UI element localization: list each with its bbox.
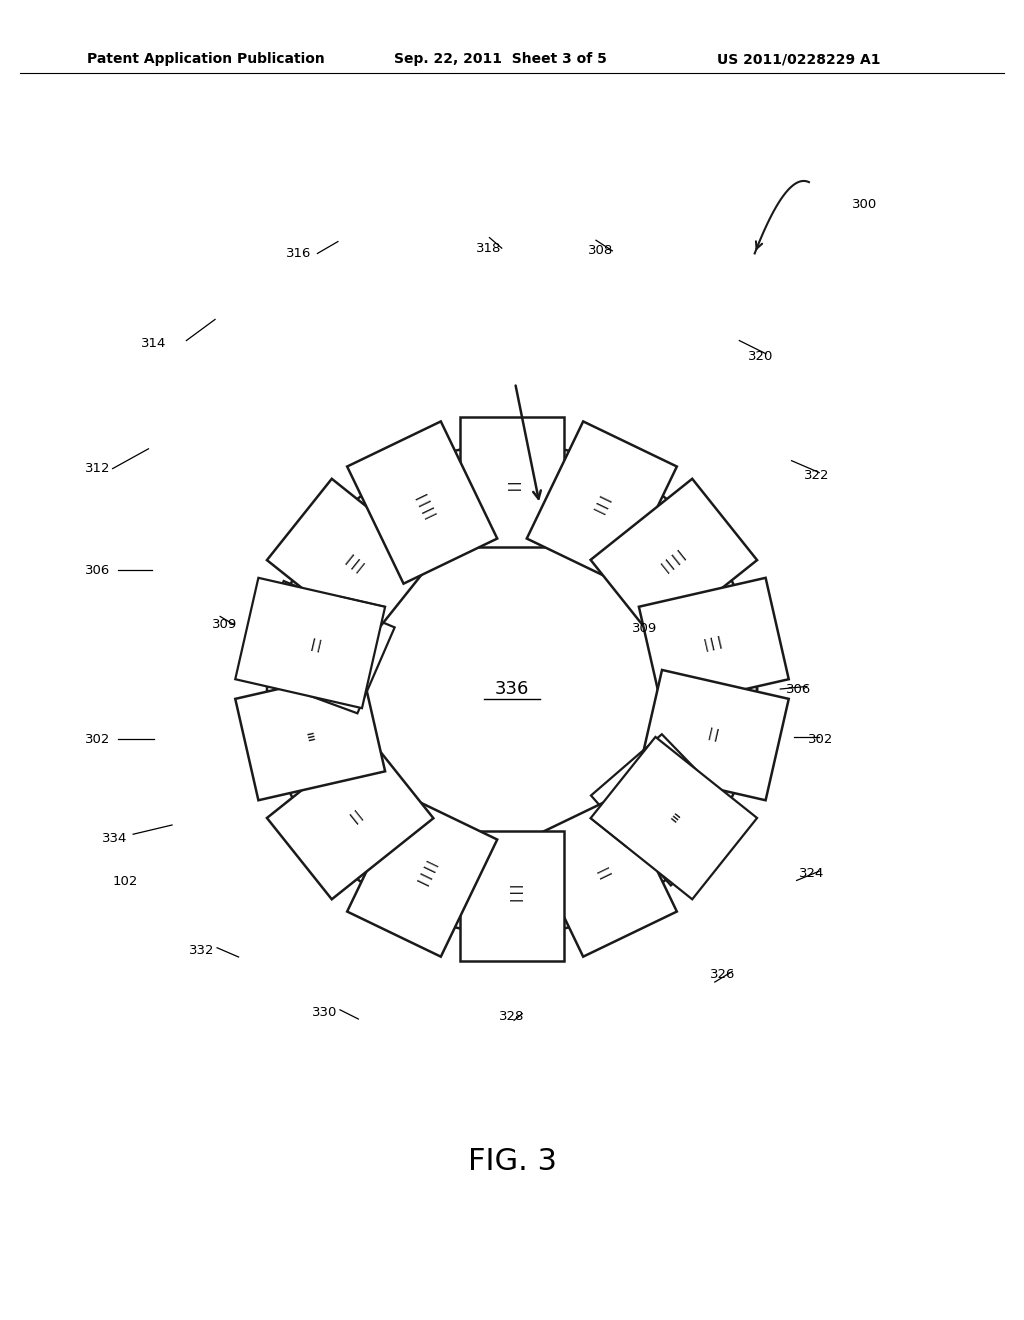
Polygon shape bbox=[526, 421, 677, 583]
Text: ≡: ≡ bbox=[305, 727, 315, 742]
Text: 102: 102 bbox=[113, 875, 138, 888]
Text: 314: 314 bbox=[141, 337, 167, 350]
Text: 318: 318 bbox=[476, 242, 502, 255]
Text: ||||: |||| bbox=[410, 859, 434, 892]
Polygon shape bbox=[460, 832, 564, 961]
Text: Sep. 22, 2011  Sheet 3 of 5: Sep. 22, 2011 Sheet 3 of 5 bbox=[394, 53, 607, 66]
Text: |||: ||| bbox=[337, 548, 364, 572]
Text: 308: 308 bbox=[588, 244, 613, 257]
Text: FIG. 3: FIG. 3 bbox=[468, 1147, 556, 1176]
Polygon shape bbox=[347, 795, 498, 957]
Text: ||||: |||| bbox=[410, 486, 434, 519]
Text: 306: 306 bbox=[85, 564, 111, 577]
Text: US 2011/0228229 A1: US 2011/0228229 A1 bbox=[717, 53, 881, 66]
Text: ||: || bbox=[301, 635, 318, 651]
Polygon shape bbox=[245, 581, 394, 713]
Text: 326: 326 bbox=[710, 968, 735, 981]
Polygon shape bbox=[267, 737, 433, 899]
Polygon shape bbox=[591, 479, 757, 642]
Text: ||: || bbox=[706, 727, 723, 743]
Polygon shape bbox=[236, 578, 385, 708]
Text: 316: 316 bbox=[286, 247, 311, 260]
Text: Patent Application Publication: Patent Application Publication bbox=[87, 53, 325, 66]
Text: ≡: ≡ bbox=[667, 810, 681, 825]
Text: ||: || bbox=[340, 808, 360, 828]
Text: 302: 302 bbox=[808, 733, 834, 746]
Text: 302: 302 bbox=[85, 733, 111, 746]
Text: ||: || bbox=[593, 866, 611, 886]
Text: |||: ||| bbox=[591, 490, 612, 516]
Text: 309: 309 bbox=[212, 618, 238, 631]
Text: 330: 330 bbox=[312, 1006, 338, 1019]
Polygon shape bbox=[526, 795, 677, 957]
Text: 328: 328 bbox=[499, 1010, 524, 1023]
Polygon shape bbox=[236, 671, 385, 800]
Text: 320: 320 bbox=[748, 350, 773, 363]
Text: 306: 306 bbox=[786, 682, 812, 696]
Polygon shape bbox=[460, 417, 564, 546]
Text: 324: 324 bbox=[799, 867, 824, 880]
Text: 336: 336 bbox=[495, 680, 529, 698]
Text: 322: 322 bbox=[804, 469, 829, 482]
Text: 332: 332 bbox=[189, 944, 215, 957]
Text: ||||: |||| bbox=[658, 545, 689, 574]
Polygon shape bbox=[639, 671, 788, 800]
Text: 309: 309 bbox=[632, 622, 657, 635]
Polygon shape bbox=[347, 421, 498, 583]
Polygon shape bbox=[639, 578, 788, 708]
Text: 300: 300 bbox=[852, 198, 878, 211]
Text: |||: ||| bbox=[701, 634, 726, 652]
Text: ||: || bbox=[506, 475, 518, 490]
Polygon shape bbox=[267, 479, 433, 642]
Polygon shape bbox=[591, 734, 745, 886]
Text: 334: 334 bbox=[102, 832, 128, 845]
Polygon shape bbox=[591, 737, 757, 899]
Text: 312: 312 bbox=[85, 462, 111, 475]
Text: |||: ||| bbox=[506, 884, 518, 907]
